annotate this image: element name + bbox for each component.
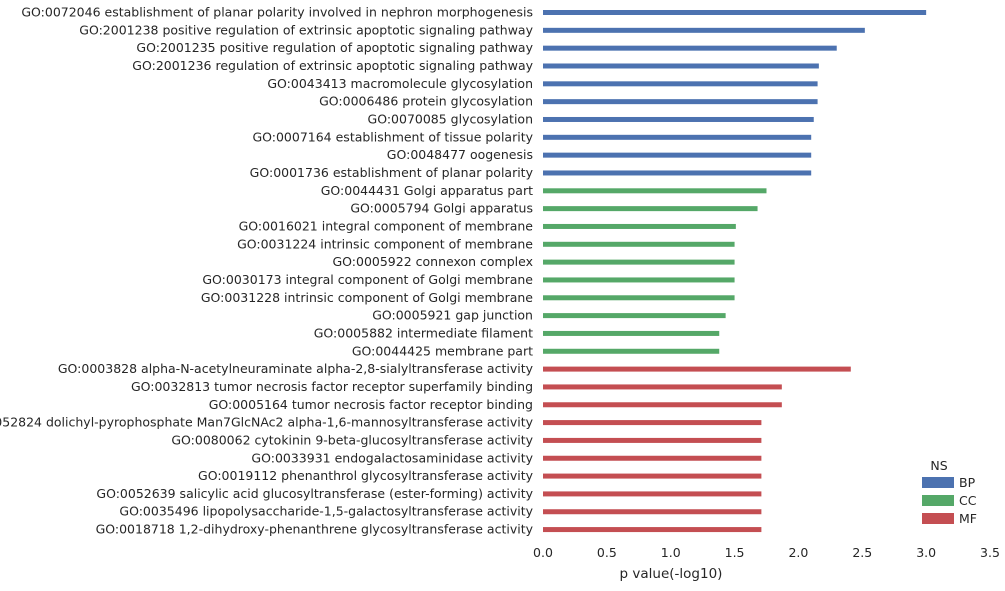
bar-mf-25 — [543, 455, 762, 461]
bar-cc-10 — [543, 188, 767, 194]
category-label: GO:0005882 intermediate filament — [314, 325, 533, 340]
category-label: GO:0044425 membrane part — [352, 343, 533, 358]
bar-mf-26 — [543, 473, 762, 479]
category-label: GO:0030173 integral component of Golgi m… — [202, 272, 533, 287]
category-label: GO:0043413 macromolecule glycosylation — [267, 76, 533, 91]
category-label: GO:0072046 establishment of planar polar… — [21, 5, 533, 20]
x-tick-label: 0.5 — [597, 545, 617, 560]
legend: NS BP CC MF — [922, 458, 977, 526]
category-label: GO:0031224 intrinsic component of membra… — [237, 236, 533, 251]
bar-bp-9 — [543, 170, 812, 176]
category-label: GO:0005164 tumor necrosis factor recepto… — [209, 397, 533, 412]
bar-cc-14 — [543, 259, 735, 265]
x-tick-label: 1.5 — [725, 545, 745, 560]
x-tick-label: 3.5 — [980, 545, 1000, 560]
category-label: GO:0003828 alpha-N-acetylneuraminate alp… — [58, 361, 534, 376]
legend-title: NS — [930, 458, 947, 473]
bar-mf-23 — [543, 420, 762, 426]
legend-swatch-cc — [922, 495, 954, 506]
bar-bp-7 — [543, 134, 812, 140]
category-label: GO:0044431 Golgi apparatus part — [321, 183, 533, 198]
bar-cc-13 — [543, 241, 735, 247]
x-axis-ticks: 0.0 0.5 1.0 1.5 2.0 2.5 3.0 3.5 — [533, 545, 1000, 560]
bar-mf-28 — [543, 509, 762, 515]
legend-label-mf: MF — [959, 511, 977, 526]
bar-mf-29 — [543, 527, 762, 533]
category-label: GO:2001235 positive regulation of apopto… — [136, 40, 533, 55]
bar-cc-11 — [543, 206, 758, 212]
x-tick-label: 2.5 — [852, 545, 872, 560]
category-label: GO:0080062 cytokinin 9-beta-glucosyltran… — [171, 432, 533, 447]
legend-swatch-bp — [922, 477, 954, 488]
category-label: GO:0001736 establishment of planar polar… — [250, 165, 534, 180]
bar-cc-12 — [543, 223, 736, 229]
legend-swatch-mf — [922, 513, 954, 524]
category-label: GO:0006486 protein glycosylation — [319, 94, 533, 109]
bar-mf-27 — [543, 491, 762, 497]
category-label: GO:2001236 regulation of extrinsic apopt… — [132, 58, 533, 73]
bar-cc-18 — [543, 330, 720, 336]
category-label: GO:0019112 phenanthrol glycosyltransfera… — [198, 468, 534, 483]
category-label: GO:0005921 gap junction — [372, 308, 533, 323]
category-label: GO:0007164 establishment of tissue polar… — [252, 129, 533, 144]
bar-bp-3 — [543, 63, 819, 69]
bar-cc-16 — [543, 295, 735, 301]
legend-label-bp: BP — [959, 475, 976, 490]
category-label: GO:0031228 intrinsic component of Golgi … — [201, 290, 533, 305]
category-label: GO:0052639 salicylic acid glucosyltransf… — [96, 486, 533, 501]
bar-mf-21 — [543, 384, 782, 390]
bar-bp-8 — [543, 152, 812, 158]
category-label: GO:0032813 tumor necrosis factor recepto… — [131, 379, 533, 394]
category-label: GO:0005922 connexon complex — [332, 254, 533, 269]
bar-mf-22 — [543, 402, 782, 408]
bar-bp-4 — [543, 81, 818, 87]
bar-bp-6 — [543, 116, 814, 122]
category-label: GO:2001238 positive regulation of extrin… — [79, 22, 533, 37]
category-label: GO:0052824 dolichyl-pyrophosphate Man7Gl… — [0, 415, 534, 430]
category-label: GO:0016021 integral component of membran… — [239, 218, 534, 233]
bar-cc-19 — [543, 348, 720, 354]
x-tick-label: 3.0 — [916, 545, 936, 560]
category-label: GO:0035496 lipopolysaccharide-1,5-galact… — [119, 504, 533, 519]
x-tick-label: 0.0 — [533, 545, 553, 560]
category-label: GO:0018718 1,2-dihydroxy-phenanthrene gl… — [96, 522, 534, 537]
category-label: GO:0048477 oogenesis — [387, 147, 533, 162]
category-labels: GO:0072046 establishment of planar polar… — [0, 5, 534, 537]
bar-mf-20 — [543, 366, 851, 372]
bar-cc-17 — [543, 313, 726, 319]
bar-bp-0 — [543, 10, 927, 15]
category-label: GO:0005794 Golgi apparatus — [350, 201, 533, 216]
bar-bp-1 — [543, 27, 865, 33]
legend-label-cc: CC — [959, 493, 977, 508]
x-tick-label: 1.0 — [661, 545, 681, 560]
x-axis-label: p value(-log10) — [620, 566, 723, 582]
category-label: GO:0033931 endogalactosaminidase activit… — [251, 450, 533, 465]
x-tick-label: 2.0 — [788, 545, 808, 560]
bars-layer — [543, 10, 927, 533]
bar-bp-5 — [543, 99, 818, 105]
category-label: GO:0070085 glycosylation — [368, 111, 533, 126]
bar-cc-15 — [543, 277, 735, 283]
bar-mf-24 — [543, 437, 762, 443]
bar-bp-2 — [543, 45, 837, 51]
